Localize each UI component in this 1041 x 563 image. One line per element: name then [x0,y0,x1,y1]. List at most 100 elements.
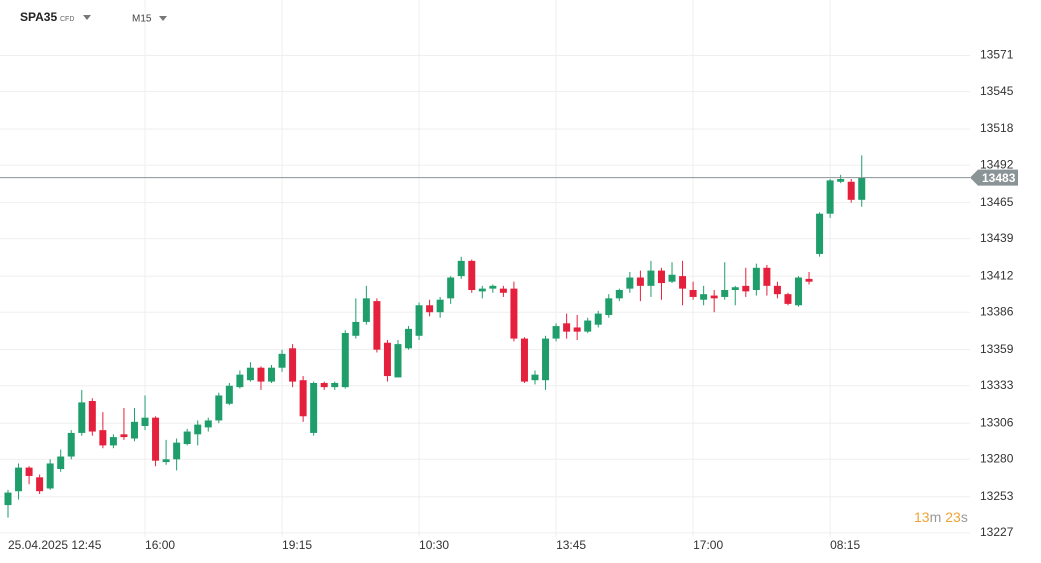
candle-body [594,313,602,325]
candle-body [510,288,518,339]
candle-body [636,277,644,286]
y-tick-label: 13333 [980,378,1014,392]
candle-body [773,285,781,295]
y-tick-label: 13518 [980,121,1014,135]
timeframe-caret[interactable] [159,16,167,21]
candle-body [447,277,455,299]
x-tick-label: 16:00 [145,538,175,552]
candle-body [605,298,613,315]
candle-body [362,298,370,322]
y-tick-label: 13571 [980,48,1014,62]
y-tick-label: 13465 [980,195,1014,209]
candle-body [25,467,33,476]
candle-body [15,467,23,492]
symbol-caret[interactable] [83,15,91,20]
candle-body [415,305,423,336]
candle-body [805,278,813,282]
candle-body [310,382,318,433]
candle-body [78,402,86,433]
candle-body [552,326,560,339]
candle-body [826,180,834,214]
y-tick-label: 13280 [980,451,1014,465]
candle-body [67,432,75,457]
candle-body [752,267,760,291]
countdown-seconds-unit: s [961,509,968,525]
candle-body [436,299,444,313]
candle-body [784,294,792,304]
timeframe[interactable]: M15 [132,14,152,25]
candle-body [268,367,275,382]
y-tick-label: 13386 [980,304,1014,318]
candle-body [615,290,623,299]
candle-body [236,374,244,388]
candle-body [657,270,665,284]
candle-body [257,367,265,382]
y-tick-label: 13227 [980,525,1014,539]
candle-body [816,213,824,254]
candle-body [289,348,297,382]
candle-body [373,301,381,350]
candle-body [120,434,128,438]
candle-body [331,382,339,388]
candle-body [837,179,845,182]
candle-body [858,177,866,200]
y-tick-label: 13359 [980,342,1014,356]
countdown-minutes: 13 [914,509,930,525]
candle-body [721,290,729,297]
candle-body [520,338,528,382]
candle-body [405,328,413,349]
candle-body [173,442,181,460]
countdown-seconds: 23 [945,509,961,525]
candle-body [563,323,571,332]
candle-body [499,288,507,293]
x-tick-label: 13:45 [556,538,586,552]
candle-body [278,353,286,368]
candle-body [215,395,223,421]
candle-body [225,385,233,404]
candle-body [99,430,107,446]
candle-body [299,380,307,417]
header: SPA35 CFD M15 [20,10,167,25]
candle-body [46,463,54,489]
y-tick-label: 13545 [980,84,1014,98]
last-price-badge [970,169,1018,186]
candle-body [162,459,170,463]
candle-body [88,401,96,432]
symbol-tag: CFD [60,16,74,23]
y-tick-label: 13439 [980,231,1014,245]
candle-body [194,424,202,435]
y-tick-label: 13253 [980,489,1014,503]
candle-body [4,492,12,506]
candle-body [57,456,65,470]
candle-body [679,276,687,289]
candle-body [573,327,581,332]
candle-body [426,305,434,313]
candle-body [531,374,539,381]
symbol[interactable]: SPA35 [20,10,57,24]
y-tick-label: 13412 [980,268,1014,282]
x-tick-label: 25.04.2025 12:45 [8,538,102,552]
y-tick-label: 13306 [980,415,1014,429]
candle-body [457,260,465,277]
countdown-minutes-unit: m [930,509,942,525]
candle-body [141,417,149,426]
candle-body [731,287,739,291]
candle-body [700,294,708,300]
candle-body [394,344,402,378]
candle-body [626,277,634,289]
countdown: 13m 23s [914,509,968,525]
candle-body [847,181,855,200]
candle-body [352,321,360,336]
x-tick-label: 19:15 [282,538,312,552]
candle-body [542,338,550,381]
candle-body [742,285,750,292]
candle-body [584,320,592,332]
candle-body [468,260,476,291]
candle-body [668,274,676,282]
candle-body [710,295,718,299]
candle-body [489,285,497,289]
candle-body [130,421,138,439]
candle-body [383,342,391,377]
candle-body [341,333,349,388]
